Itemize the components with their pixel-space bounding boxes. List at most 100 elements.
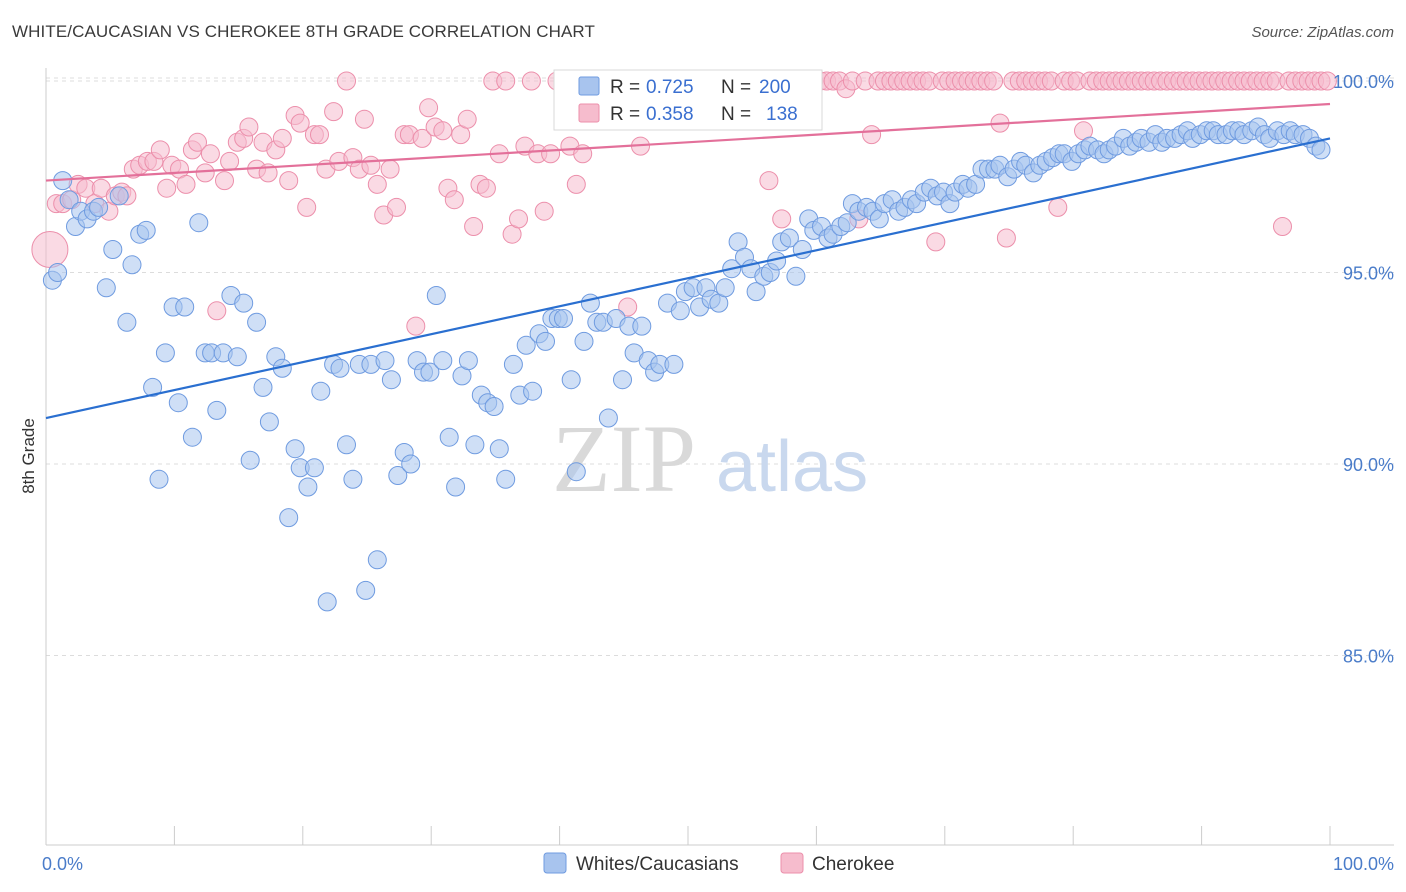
data-point: [330, 358, 350, 378]
data-point: [290, 113, 310, 133]
data-point: [31, 231, 69, 268]
data-point: [356, 580, 376, 600]
data-point: [157, 178, 177, 198]
data-point: [561, 370, 581, 390]
data-point: [195, 163, 215, 183]
data-point: [176, 174, 196, 194]
watermark-atlas: atlas: [716, 427, 868, 507]
x-tick-label: 100.0%: [1333, 854, 1394, 874]
data-point: [464, 217, 484, 236]
data-point: [536, 331, 555, 351]
data-point: [996, 228, 1016, 248]
y-tick-label: 85.0%: [1343, 647, 1394, 667]
data-point: [433, 351, 453, 371]
data-point: [168, 393, 188, 413]
data-point: [234, 293, 254, 313]
data-point: [984, 71, 1004, 91]
data-point: [401, 454, 421, 474]
data-point: [48, 263, 68, 282]
data-point: [311, 381, 331, 401]
y-axis-label: 8th Grade: [19, 418, 38, 494]
data-point: [926, 232, 946, 252]
data-point: [1048, 197, 1068, 217]
data-point: [715, 278, 735, 298]
data-point: [388, 466, 408, 485]
data-point: [200, 144, 220, 164]
data-point: [598, 408, 618, 428]
legend-swatch-pink: [578, 103, 600, 123]
data-point: [285, 439, 305, 459]
data-point: [837, 213, 857, 233]
data-point: [247, 312, 267, 332]
data-point: [489, 439, 509, 459]
data-point: [412, 128, 432, 148]
data-point: [317, 592, 337, 612]
legend-n-label-2: N =: [721, 104, 751, 125]
data-point: [433, 121, 453, 141]
data-point: [387, 197, 406, 217]
data-point: [613, 370, 632, 390]
data-point: [1273, 217, 1292, 236]
legend-r-value-1: 0.725: [646, 77, 694, 98]
data-point: [304, 458, 324, 478]
x-tick-label: 0.0%: [42, 854, 83, 874]
trend-line: [45, 137, 1331, 420]
source-credit: Source: ZipAtlas.com: [1251, 24, 1394, 41]
data-points: [31, 71, 1337, 612]
data-point: [534, 201, 554, 221]
data-point: [297, 197, 317, 217]
data-point: [541, 144, 561, 164]
y-tick-label: 90.0%: [1343, 455, 1394, 475]
data-point: [117, 312, 137, 332]
data-point: [566, 462, 586, 482]
data-point: [554, 309, 573, 328]
data-point: [406, 316, 426, 336]
data-point: [381, 370, 401, 390]
data-point: [59, 190, 79, 210]
data-point: [503, 354, 523, 374]
data-point: [279, 171, 299, 191]
data-point: [670, 301, 690, 321]
data-point: [279, 508, 299, 528]
data-point: [361, 155, 381, 175]
data-point: [253, 377, 273, 397]
data-point: [465, 435, 485, 455]
data-point: [580, 293, 600, 313]
data-point: [155, 343, 175, 363]
data-point: [496, 469, 516, 489]
bottom-legend-label-blue: Whites/Caucasians: [576, 854, 739, 875]
data-point: [239, 117, 259, 137]
data-point: [122, 255, 142, 275]
data-point: [618, 297, 638, 317]
data-point: [136, 220, 156, 240]
data-point: [324, 102, 344, 122]
bottom-legend-label-pink: Cherokee: [812, 854, 894, 875]
tick-labels: 85.0% 90.0% 95.0% 100.0% 0.0% 100.0%: [42, 72, 1394, 874]
data-point: [375, 351, 395, 371]
legend-n-value-2: 138: [766, 104, 798, 125]
data-point: [354, 109, 374, 129]
data-point: [380, 159, 400, 179]
data-point: [574, 331, 594, 351]
data-point: [779, 228, 799, 248]
data-point: [220, 151, 240, 171]
data-point: [240, 450, 260, 470]
data-point: [516, 335, 536, 355]
y-tick-label: 100.0%: [1333, 72, 1394, 92]
bottom-legend-swatch-pink: [780, 852, 804, 874]
data-point: [862, 125, 882, 145]
legend-r-label-2: R =: [610, 104, 640, 125]
data-point: [566, 174, 586, 194]
data-point: [446, 477, 466, 497]
series-legend: Whites/Caucasians Cherokee: [543, 852, 894, 875]
correlation-legend: R = 0.725 N = 200 R = 0.358 N = 138: [553, 69, 823, 131]
data-point: [343, 469, 363, 489]
data-point: [175, 297, 195, 317]
data-point: [149, 469, 169, 489]
data-point: [188, 132, 207, 152]
data-point: [746, 282, 766, 302]
gridlines: [46, 77, 1394, 656]
data-point: [143, 377, 163, 397]
data-point: [759, 171, 779, 191]
